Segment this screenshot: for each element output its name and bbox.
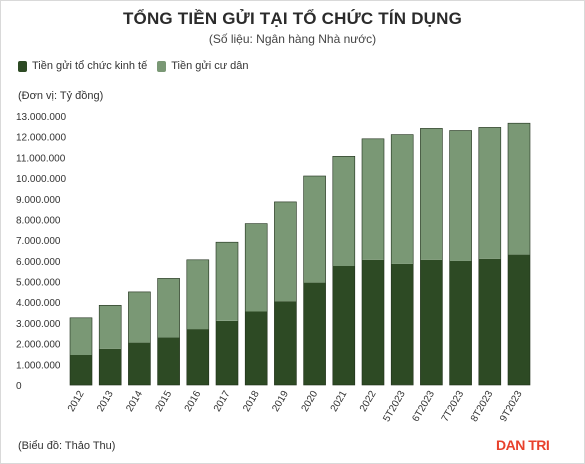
x-tick-label: 2022: [358, 389, 379, 414]
bar-outline: [157, 278, 180, 386]
bar-resident-deposits: [391, 134, 414, 264]
bar-resident-deposits: [508, 123, 530, 255]
y-tick-label: 9.000.000: [16, 195, 61, 206]
bar-outline: [69, 317, 93, 386]
x-tick-label: 2012: [66, 389, 87, 414]
bar-resident-deposits: [157, 278, 180, 338]
bar-outline: [332, 156, 356, 386]
chart-title: TỔNG TIỀN GỬI TẠI TỔ CHỨC TÍN DỤNG: [122, 9, 463, 28]
bar-resident-deposits: [128, 291, 151, 343]
bar-business-deposits: [362, 259, 384, 385]
x-tick-label: 8T2023: [469, 389, 496, 424]
bar-outline: [215, 241, 239, 386]
bar-outline: [390, 134, 414, 386]
x-tick-label: 2021: [329, 389, 350, 414]
brand-logo: DAN TRI: [496, 437, 550, 453]
y-tick-label: 8.000.000: [16, 215, 61, 226]
legend-swatch-residents: [157, 60, 167, 72]
x-tick-label: 2019: [270, 389, 291, 414]
bar-business-deposits: [186, 329, 209, 385]
y-tick-label: 0: [16, 381, 22, 392]
y-tick-label: 5.000.000: [16, 278, 61, 289]
bar-resident-deposits: [99, 305, 122, 349]
unit-label: (Đơn vị: Tỷ đồng): [18, 90, 104, 102]
bar-outline: [186, 259, 210, 386]
bar-resident-deposits: [449, 130, 472, 261]
bar-resident-deposits: [303, 176, 326, 283]
bar-outline: [98, 304, 122, 386]
x-tick-label: 2020: [300, 389, 321, 414]
bar-business-deposits: [508, 254, 530, 385]
y-tick-label: 4.000.000: [16, 298, 61, 309]
bar-resident-deposits: [216, 242, 238, 321]
legend-label-business: Tiền gửi tổ chức kinh tế: [32, 60, 148, 72]
y-tick-label: 3.000.000: [16, 319, 61, 330]
bar-resident-deposits: [70, 317, 92, 355]
y-tick-label: 7.000.000: [16, 236, 61, 247]
bar-business-deposits: [420, 259, 443, 385]
x-tick-label: 2015: [154, 389, 175, 414]
bar-outline: [361, 138, 385, 386]
bar-outline: [244, 223, 268, 386]
bar-outline: [478, 127, 502, 386]
legend-item-residents: Tiền gửi cư dân: [157, 60, 249, 72]
bar-outline: [128, 291, 151, 386]
source-credit: (Biểu đồ: Thảo Thu): [18, 440, 116, 452]
bar-resident-deposits: [274, 201, 297, 302]
bar-business-deposits: [332, 266, 355, 385]
x-tick-label: 9T2023: [498, 389, 525, 424]
bar-business-deposits: [391, 263, 414, 385]
x-tick-label: 2017: [212, 389, 233, 414]
bar-business-deposits: [449, 260, 472, 385]
x-tick-label: 7T2023: [440, 389, 467, 424]
x-tick-label: 2013: [95, 389, 116, 414]
bar-business-deposits: [157, 337, 180, 385]
chart-subtitle: (Số liệu: Ngân hàng Nhà nước): [208, 32, 377, 46]
bar-outline: [507, 122, 531, 386]
legend-swatch-business: [18, 60, 27, 72]
bar-outline: [303, 175, 326, 386]
bar-resident-deposits: [186, 259, 209, 330]
y-tick-label: 10.000.000: [16, 174, 66, 185]
bar-business-deposits: [216, 320, 238, 385]
x-tick-label: 5T2023: [381, 389, 408, 424]
y-tick-label: 11.000.000: [16, 153, 66, 164]
legend-item-business: Tiền gửi tổ chức kinh tế: [18, 60, 147, 72]
x-tick-label: 2018: [241, 389, 262, 414]
x-tick-label: 6T2023: [411, 389, 438, 424]
y-tick-label: 1.000.000: [16, 360, 61, 371]
y-tick-label: 13.000.000: [16, 112, 66, 123]
bar-resident-deposits: [478, 127, 501, 259]
y-tick-label: 6.000.000: [16, 257, 61, 268]
bar-business-deposits: [274, 301, 297, 385]
bar-business-deposits: [128, 342, 151, 385]
y-tick-label: 2.000.000: [16, 340, 61, 351]
bar-outline: [449, 130, 472, 386]
x-tick-label: 2014: [124, 389, 145, 414]
bar-outline: [274, 201, 297, 386]
bar-business-deposits: [70, 355, 92, 385]
bar-resident-deposits: [245, 223, 268, 312]
y-tick-label: 12.000.000: [16, 133, 66, 144]
bar-resident-deposits: [420, 128, 443, 260]
bar-outline: [420, 128, 443, 386]
bar-business-deposits: [99, 348, 122, 385]
bar-business-deposits: [245, 311, 268, 385]
x-tick-label: 2016: [183, 389, 204, 414]
bar-resident-deposits: [332, 156, 355, 266]
bar-resident-deposits: [362, 138, 384, 260]
bar-business-deposits: [303, 282, 326, 385]
legend-label-residents: Tiền gửi cư dân: [171, 60, 249, 72]
bar-business-deposits: [478, 258, 501, 385]
chart-legend: Tiền gửi tổ chức kinh tế Tiền gửi cư dân: [18, 60, 259, 72]
